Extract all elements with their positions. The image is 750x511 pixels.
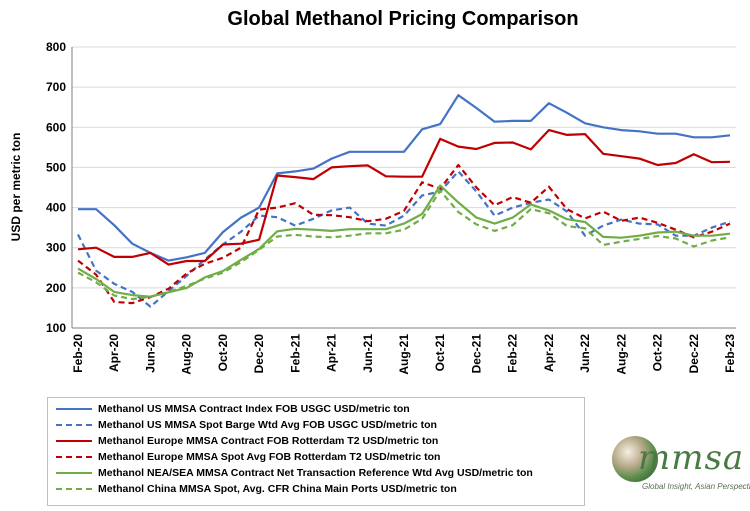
series-line-5: [77, 184, 731, 298]
x-tick-label: Aug-21: [397, 334, 411, 375]
globe-icon: [612, 436, 658, 482]
mmsa-logo: mmsa Global Insight, Asian Perspective™: [612, 434, 750, 506]
x-tick-label: Jun-22: [578, 334, 592, 373]
chart-title: Global Methanol Pricing Comparison: [227, 8, 578, 30]
methanol-pricing-chart: Global Methanol Pricing Comparison 100 20…: [9, 8, 737, 375]
legend-item: Methanol Europe MMSA Contract FOB Rotter…: [56, 433, 584, 449]
logo-tagline: Global Insight, Asian Perspective™: [642, 482, 750, 491]
legend-label: Methanol NEA/SEA MMSA Contract Net Trans…: [98, 467, 533, 479]
legend-swatch: [56, 440, 92, 442]
legend-swatch: [56, 456, 92, 458]
series-line-2: [77, 170, 731, 308]
legend-item: Methanol China MMSA Spot, Avg. CFR China…: [56, 481, 584, 497]
legend-label: Methanol China MMSA Spot, Avg. CFR China…: [98, 483, 457, 495]
x-tick-label: Aug-20: [180, 334, 194, 375]
y-tick-label: 700: [46, 80, 66, 94]
legend-label: Methanol Europe MMSA Spot Avg FOB Rotter…: [98, 451, 441, 463]
series-line-1: [78, 94, 731, 262]
y-tick-label: 300: [46, 241, 66, 255]
legend-label: Methanol Europe MMSA Contract FOB Rotter…: [98, 435, 439, 447]
legend-item: Methanol US MMSA Contract Index FOB USGC…: [56, 401, 584, 417]
x-tick-label: Dec-20: [252, 334, 266, 374]
legend-label: Methanol US MMSA Spot Barge Wtd Avg FOB …: [98, 419, 437, 431]
series-line-3: [77, 129, 731, 266]
legend-swatch: [56, 472, 92, 474]
x-tick-label: Feb-20: [71, 334, 85, 373]
y-tick-label: 500: [46, 160, 66, 174]
legend-item: Methanol Europe MMSA Spot Avg FOB Rotter…: [56, 449, 584, 465]
series-line-4: [77, 163, 731, 305]
legend-swatch: [56, 408, 92, 410]
y-tick-label: 800: [46, 40, 66, 54]
x-tick-label: Dec-21: [469, 334, 483, 374]
chart-legend: Methanol US MMSA Contract Index FOB USGC…: [47, 397, 585, 506]
x-tick-label: Oct-20: [216, 334, 230, 372]
y-tick-label: 400: [46, 201, 66, 215]
y-tick-label: 200: [46, 281, 66, 295]
x-axis-ticks: Feb-20 Apr-20 Jun-20 Aug-20 Oct-20 Dec-20 Feb-…: [71, 334, 737, 375]
x-tick-label: Feb-21: [288, 334, 302, 373]
legend-swatch: [56, 424, 92, 426]
legend-swatch: [56, 488, 92, 490]
y-axis-label: USD per metric ton: [9, 133, 23, 242]
x-tick-label: Apr-20: [107, 334, 121, 372]
y-axis-ticks: 100 200 300 400 500 600 700 800: [46, 40, 66, 335]
x-tick-label: Feb-22: [506, 334, 520, 373]
x-tick-label: Jun-20: [143, 334, 157, 373]
legend-label: Methanol US MMSA Contract Index FOB USGC…: [98, 403, 410, 415]
x-tick-label: Apr-22: [542, 334, 556, 372]
logo-wordmark: mmsa: [638, 438, 745, 478]
x-tick-label: Oct-21: [433, 334, 447, 372]
series-lines: [77, 94, 731, 308]
y-tick-label: 600: [46, 120, 66, 134]
x-tick-label: Aug-22: [614, 334, 628, 375]
gridlines: [71, 46, 736, 329]
legend-item: Methanol US MMSA Spot Barge Wtd Avg FOB …: [56, 417, 584, 433]
x-tick-label: Oct-22: [651, 334, 665, 372]
y-tick-label: 100: [46, 321, 66, 335]
x-tick-label: Apr-21: [325, 334, 339, 372]
legend-item: Methanol NEA/SEA MMSA Contract Net Trans…: [56, 465, 584, 481]
x-tick-label: Jun-21: [361, 334, 375, 373]
x-tick-label: Dec-22: [687, 334, 701, 374]
x-tick-label: Feb-23: [723, 334, 737, 373]
